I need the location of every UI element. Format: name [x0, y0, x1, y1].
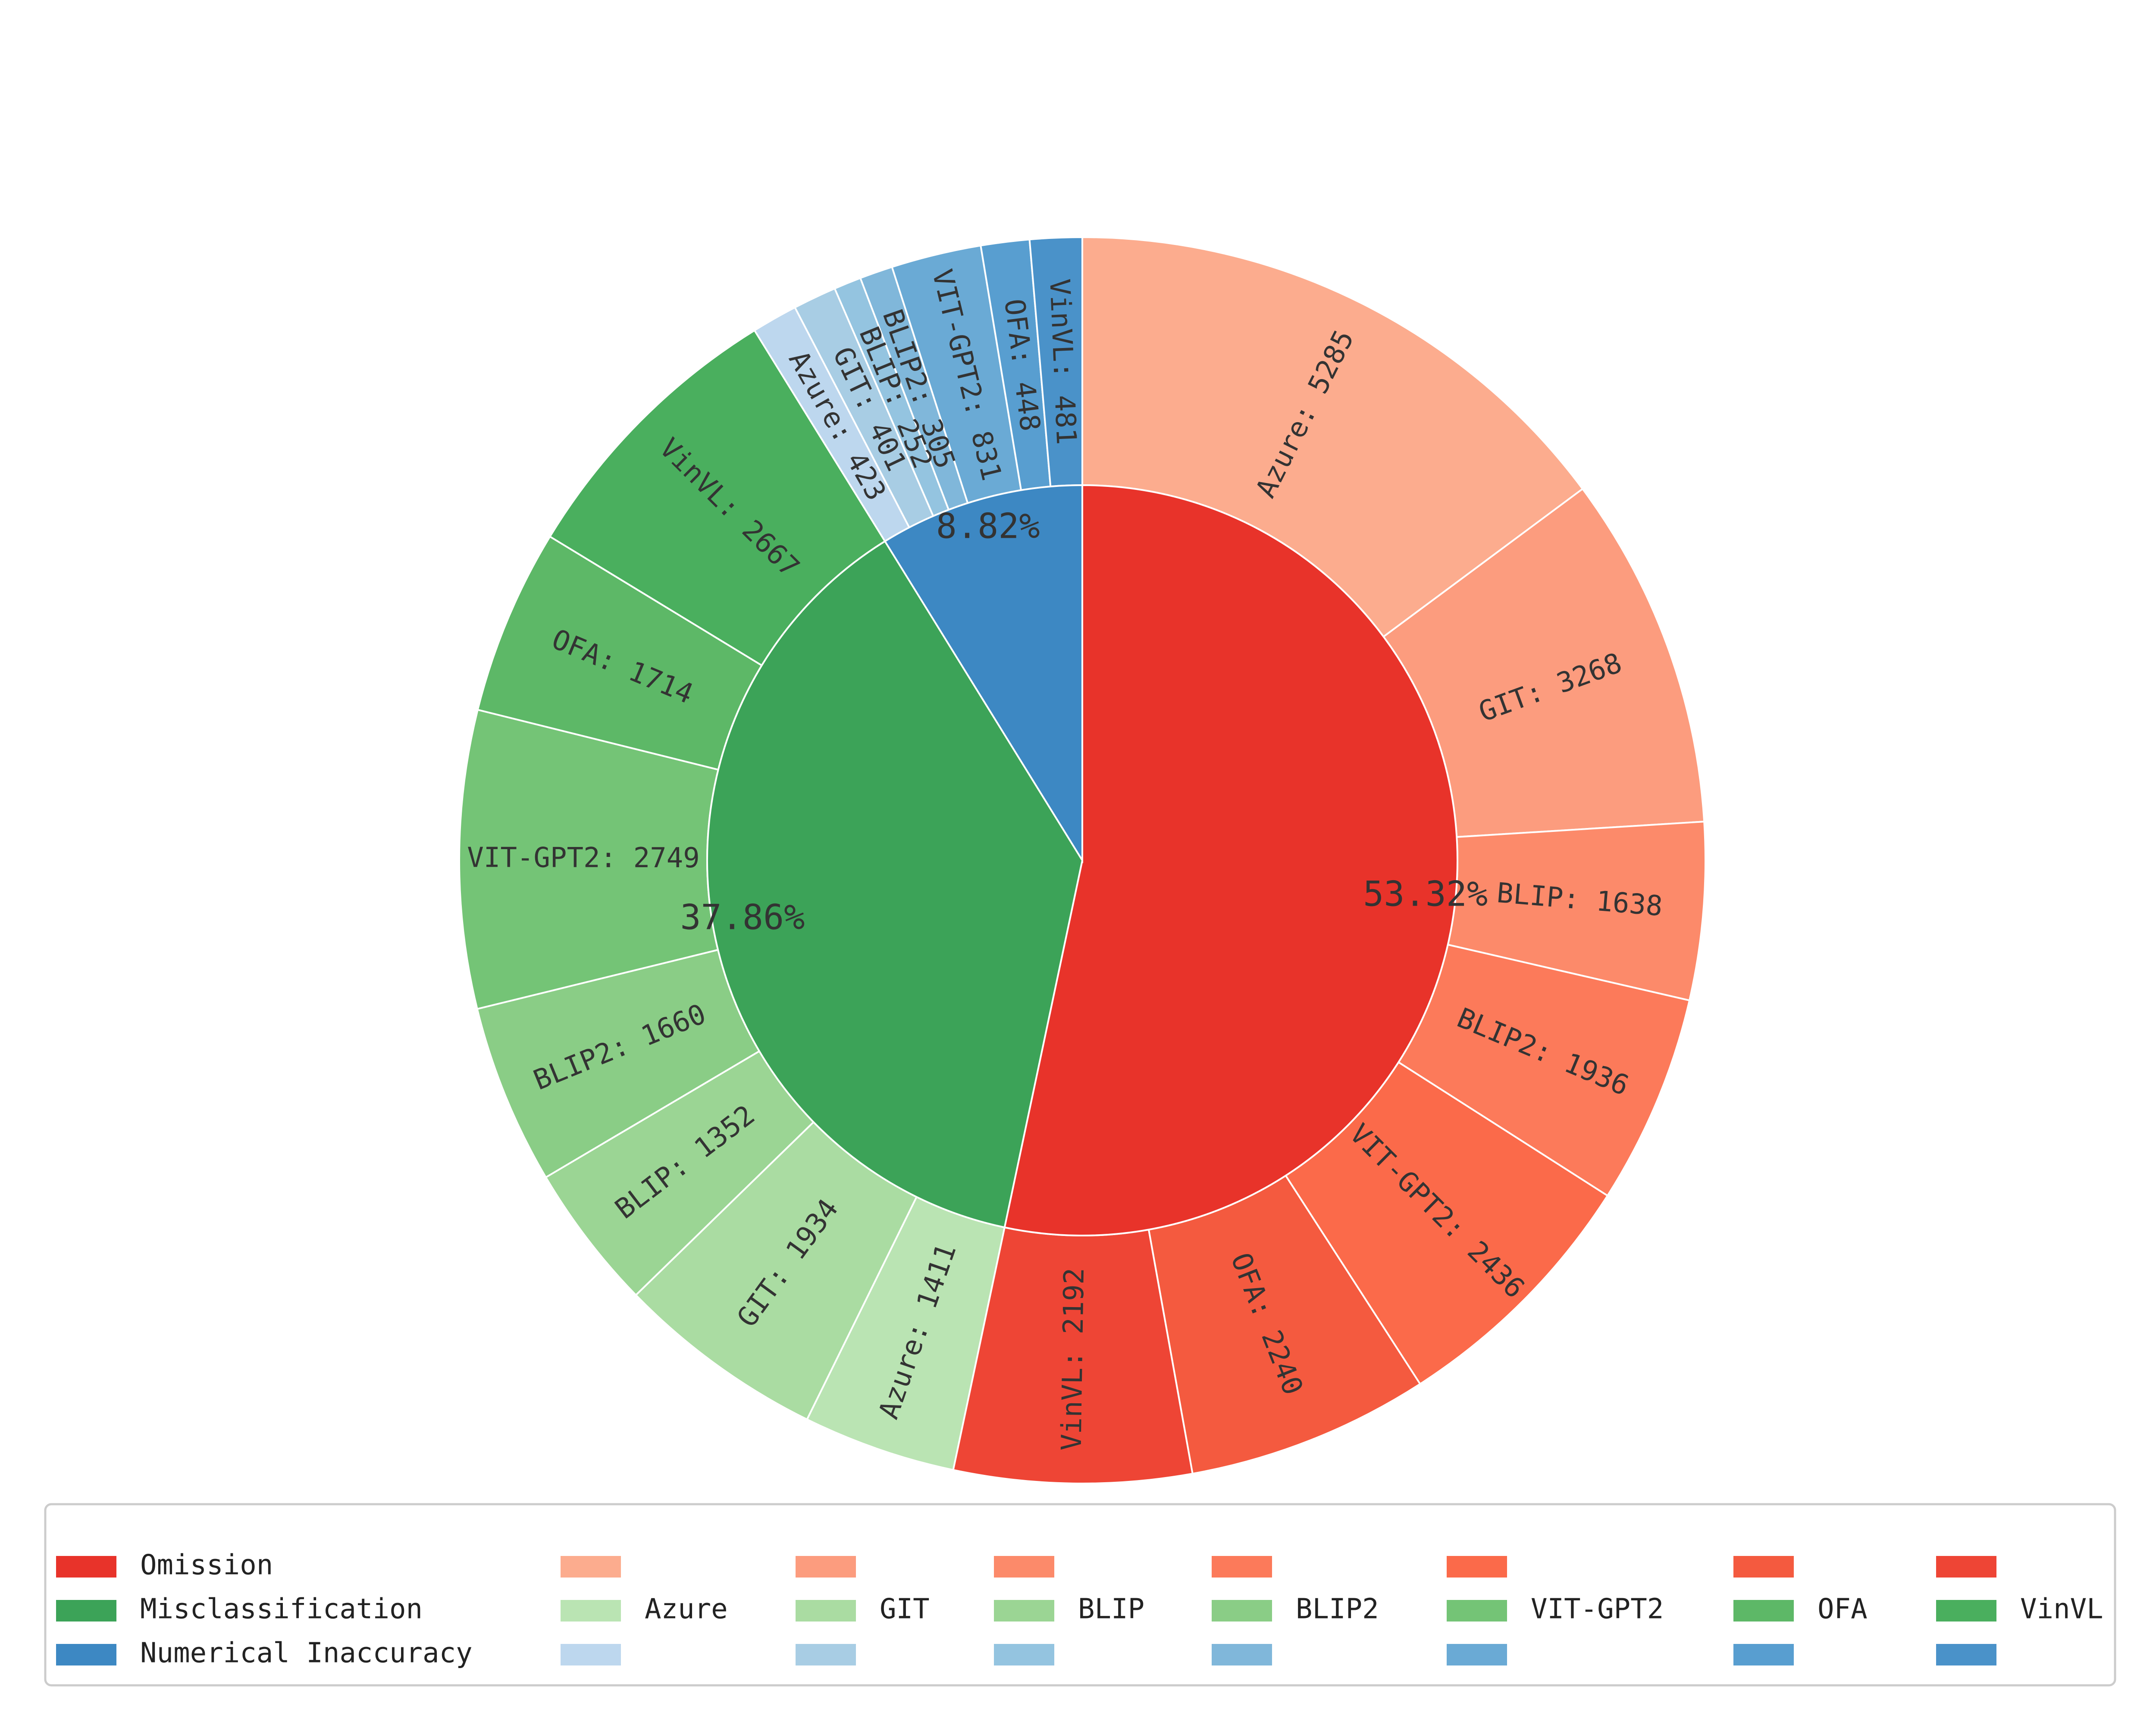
- legend-swatch-2-0: [56, 1644, 116, 1665]
- inner-pie: [706, 484, 1459, 1236]
- inner-pie-labels: 53.32% 37.86% 8.82%: [680, 506, 1488, 937]
- legend-swatch-1-4: [1212, 1600, 1272, 1622]
- inner-label-misclassification: 37.86%: [680, 897, 805, 937]
- legend-swatch-1-1: [561, 1600, 621, 1622]
- legend-swatch-1-3: [994, 1600, 1054, 1622]
- inner-wedge-omission: [1003, 484, 1459, 1236]
- legend: Omission Misclassification Azure GIT BLIP BLI…: [44, 1503, 2116, 1687]
- legend-label-vinvl: VinVL: [2020, 1593, 2103, 1625]
- legend-swatch-2-2: [796, 1644, 856, 1665]
- legend-swatch-0-6: [1733, 1556, 1794, 1578]
- legend-swatch-0-5: [1447, 1556, 1507, 1578]
- legend-label-misclassification: Misclassification: [140, 1593, 423, 1625]
- legend-swatch-1-2: [796, 1600, 856, 1622]
- outer-ring: [458, 236, 1706, 1484]
- legend-swatch-1-6: [1733, 1600, 1794, 1622]
- legend-label-vit-gpt2: VIT-GPT2: [1531, 1593, 1664, 1625]
- legend-label-blip2: BLIP2: [1296, 1593, 1379, 1625]
- legend-swatch-0-2: [796, 1556, 856, 1578]
- legend-label-blip: BLIP: [1078, 1593, 1144, 1625]
- outer-label-numerical-inaccuracy-vinvl: VinVL: 481: [1043, 278, 1082, 445]
- legend-swatch-2-6: [1733, 1644, 1794, 1665]
- legend-swatch-0-4: [1212, 1556, 1272, 1578]
- legend-swatch-1-0: [56, 1600, 116, 1622]
- inner-wedge-numerical-inaccuracy: [884, 484, 1083, 864]
- legend-swatch-0-0: [56, 1556, 116, 1578]
- legend-swatch-0-3: [994, 1556, 1054, 1578]
- legend-swatch-1-5: [1447, 1600, 1507, 1622]
- inner-label-numerical-inaccuracy: 8.82%: [936, 506, 1040, 546]
- legend-frame: [44, 1503, 2116, 1687]
- legend-swatch-1-7: [1936, 1600, 1996, 1622]
- legend-label-git: GIT: [880, 1593, 930, 1625]
- legend-swatch-0-7: [1936, 1556, 1996, 1578]
- legend-label-ofa: OFA: [1818, 1593, 1868, 1625]
- inner-label-omission: 53.32%: [1363, 874, 1488, 914]
- legend-swatch-0-1: [561, 1556, 621, 1578]
- legend-swatch-2-7: [1936, 1644, 1996, 1665]
- inner-wedge-misclassification: [706, 540, 1084, 1229]
- legend-label-numerical-inaccuracy: Numerical Inaccuracy: [140, 1637, 473, 1669]
- legend-swatch-2-1: [561, 1644, 621, 1665]
- outer-label-misclassification-vit-gpt2: VIT-GPT2: 2749: [467, 842, 700, 874]
- legend-label-omission: Omission: [140, 1549, 273, 1581]
- legend-swatch-2-3: [994, 1644, 1054, 1665]
- legend-swatch-2-5: [1447, 1644, 1507, 1665]
- legend-label-azure: Azure: [645, 1593, 728, 1625]
- outer-label-omission-vinvl: VinVL: 2192: [1056, 1267, 1091, 1451]
- legend-swatch-2-4: [1212, 1644, 1272, 1665]
